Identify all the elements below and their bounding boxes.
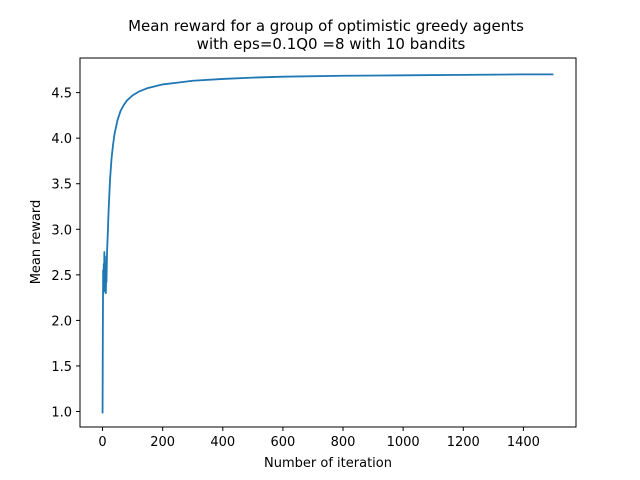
y-tick-label: 4.5: [51, 87, 72, 102]
series-line: [101, 73, 554, 414]
y-tick-label: 1.0: [51, 406, 72, 421]
y-tick-label: 4.0: [51, 132, 72, 147]
x-tick-label: 1000: [387, 435, 420, 450]
y-axis-label: Mean reward: [29, 200, 44, 285]
y-tick-label: 2.5: [51, 269, 72, 284]
x-tick-label: 200: [150, 435, 175, 450]
y-tick-label: 2.0: [51, 314, 72, 329]
x-axis: 0 200 400 600 800 1000 1200 1400: [98, 427, 540, 450]
chart-title-line-1: Mean reward for a group of optimistic gr…: [128, 17, 524, 35]
y-tick-label: 3.5: [51, 178, 72, 193]
x-tick-label: 800: [331, 435, 356, 450]
plot-area: [101, 73, 554, 414]
y-tick-label: 1.5: [51, 360, 72, 375]
chart-title-line-2: with eps=0.1Q0 =8 with 10 bandits: [197, 35, 466, 53]
x-tick-label: 600: [270, 435, 295, 450]
x-tick-label: 0: [98, 435, 106, 450]
axes-frame: [79, 57, 577, 428]
x-tick-label: 400: [210, 435, 235, 450]
x-tick-label: 1200: [447, 435, 480, 450]
y-axis: 1.0 1.5 2.0 2.5 3.0 3.5 4.0 4.5: [51, 87, 80, 421]
y-tick-label: 3.0: [51, 223, 72, 238]
x-tick-label: 1400: [507, 435, 540, 450]
x-axis-label: Number of iteration: [264, 456, 392, 471]
